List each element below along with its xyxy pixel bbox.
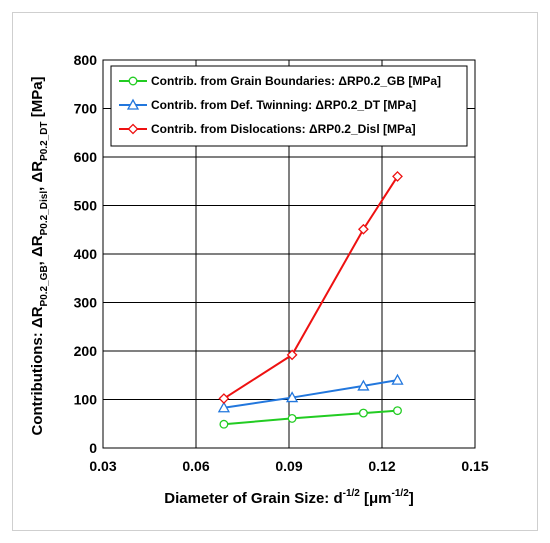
series-layer	[217, 170, 404, 429]
legend-item: Contrib. from Dislocations: ΔRP0.2_Disl …	[119, 122, 416, 136]
y-tick-label: 800	[74, 52, 98, 68]
data-point	[358, 408, 368, 418]
series-line	[223, 409, 398, 426]
y-tick-label: 400	[74, 246, 98, 262]
x-axis-label-unit-exponent: -1/2	[392, 488, 410, 499]
x-axis-label-unit-close: ]	[409, 490, 414, 507]
series-1	[217, 373, 404, 413]
x-axis-label-exponent: -1/2	[343, 488, 361, 499]
y-tick-label: 600	[74, 149, 98, 165]
x-tick-label: 0.15	[461, 458, 488, 474]
legend-marker	[126, 98, 140, 110]
y-axis-label: Contributions: ΔRP0.2_GB, ΔRP0.2_Disl, Δ…	[29, 76, 50, 435]
series-0	[219, 406, 402, 429]
legend-marker	[127, 123, 139, 135]
legend-marker	[128, 76, 138, 86]
y-axis-label-subscript: P0.2_GB	[39, 265, 50, 306]
x-tick-label: 0.06	[182, 458, 209, 474]
x-axis-label-unit: [μm	[360, 490, 392, 507]
y-tick-label: 700	[74, 101, 98, 117]
y-axis-label-text: Contributions: ΔR	[29, 306, 46, 435]
x-tick-label: 0.03	[89, 458, 116, 474]
y-axis-label-subscript: P0.2_Disl	[39, 191, 50, 236]
y-axis-label-subscript: P0.2_DT	[39, 121, 50, 160]
y-tick-labels: 0 100 200 300 400 500 600 700 800	[74, 52, 98, 456]
x-tick-label: 0.12	[368, 458, 395, 474]
x-axis-label: Diameter of Grain Size: d-1/2 [μm-1/2]	[164, 488, 414, 507]
data-point	[357, 223, 369, 235]
y-tick-label: 300	[74, 295, 98, 311]
legend-item: Contrib. from Grain Boundaries: ΔRP0.2_G…	[119, 74, 441, 88]
y-tick-label: 0	[89, 440, 97, 456]
data-point	[286, 349, 298, 361]
y-axis-label-text: , ΔR	[29, 235, 46, 265]
legend-label: Contrib. from Def. Twinning: ΔRP0.2_DT […	[151, 98, 416, 112]
data-point	[357, 379, 370, 391]
legend: Contrib. from Grain Boundaries: ΔRP0.2_G…	[110, 65, 468, 147]
x-tick-labels: 0.03 0.06 0.09 0.12 0.15	[89, 458, 488, 474]
series-2	[218, 170, 403, 404]
y-axis-label-text: , ΔR	[29, 161, 46, 191]
y-tick-label: 500	[74, 198, 98, 214]
data-point	[217, 401, 231, 413]
legend-box	[110, 65, 468, 147]
series-line	[223, 379, 398, 409]
data-point	[218, 393, 230, 404]
data-point	[393, 406, 402, 416]
data-point	[285, 391, 299, 403]
data-point	[391, 373, 404, 385]
x-axis-label-main: Diameter of Grain Size: d	[164, 490, 342, 507]
y-tick-label: 100	[74, 392, 98, 408]
data-point	[287, 413, 297, 423]
plot-area	[102, 59, 476, 449]
x-tick-label: 0.09	[275, 458, 302, 474]
y-axis-label-text: [MPa]	[29, 76, 46, 121]
legend-label: Contrib. from Dislocations: ΔRP0.2_Disl …	[151, 122, 416, 136]
y-tick-label: 200	[74, 343, 98, 359]
legend-label: Contrib. from Grain Boundaries: ΔRP0.2_G…	[151, 74, 441, 88]
data-point	[219, 419, 229, 429]
legend-item: Contrib. from Def. Twinning: ΔRP0.2_DT […	[119, 98, 416, 112]
series-line	[223, 175, 399, 400]
data-point	[392, 170, 403, 182]
